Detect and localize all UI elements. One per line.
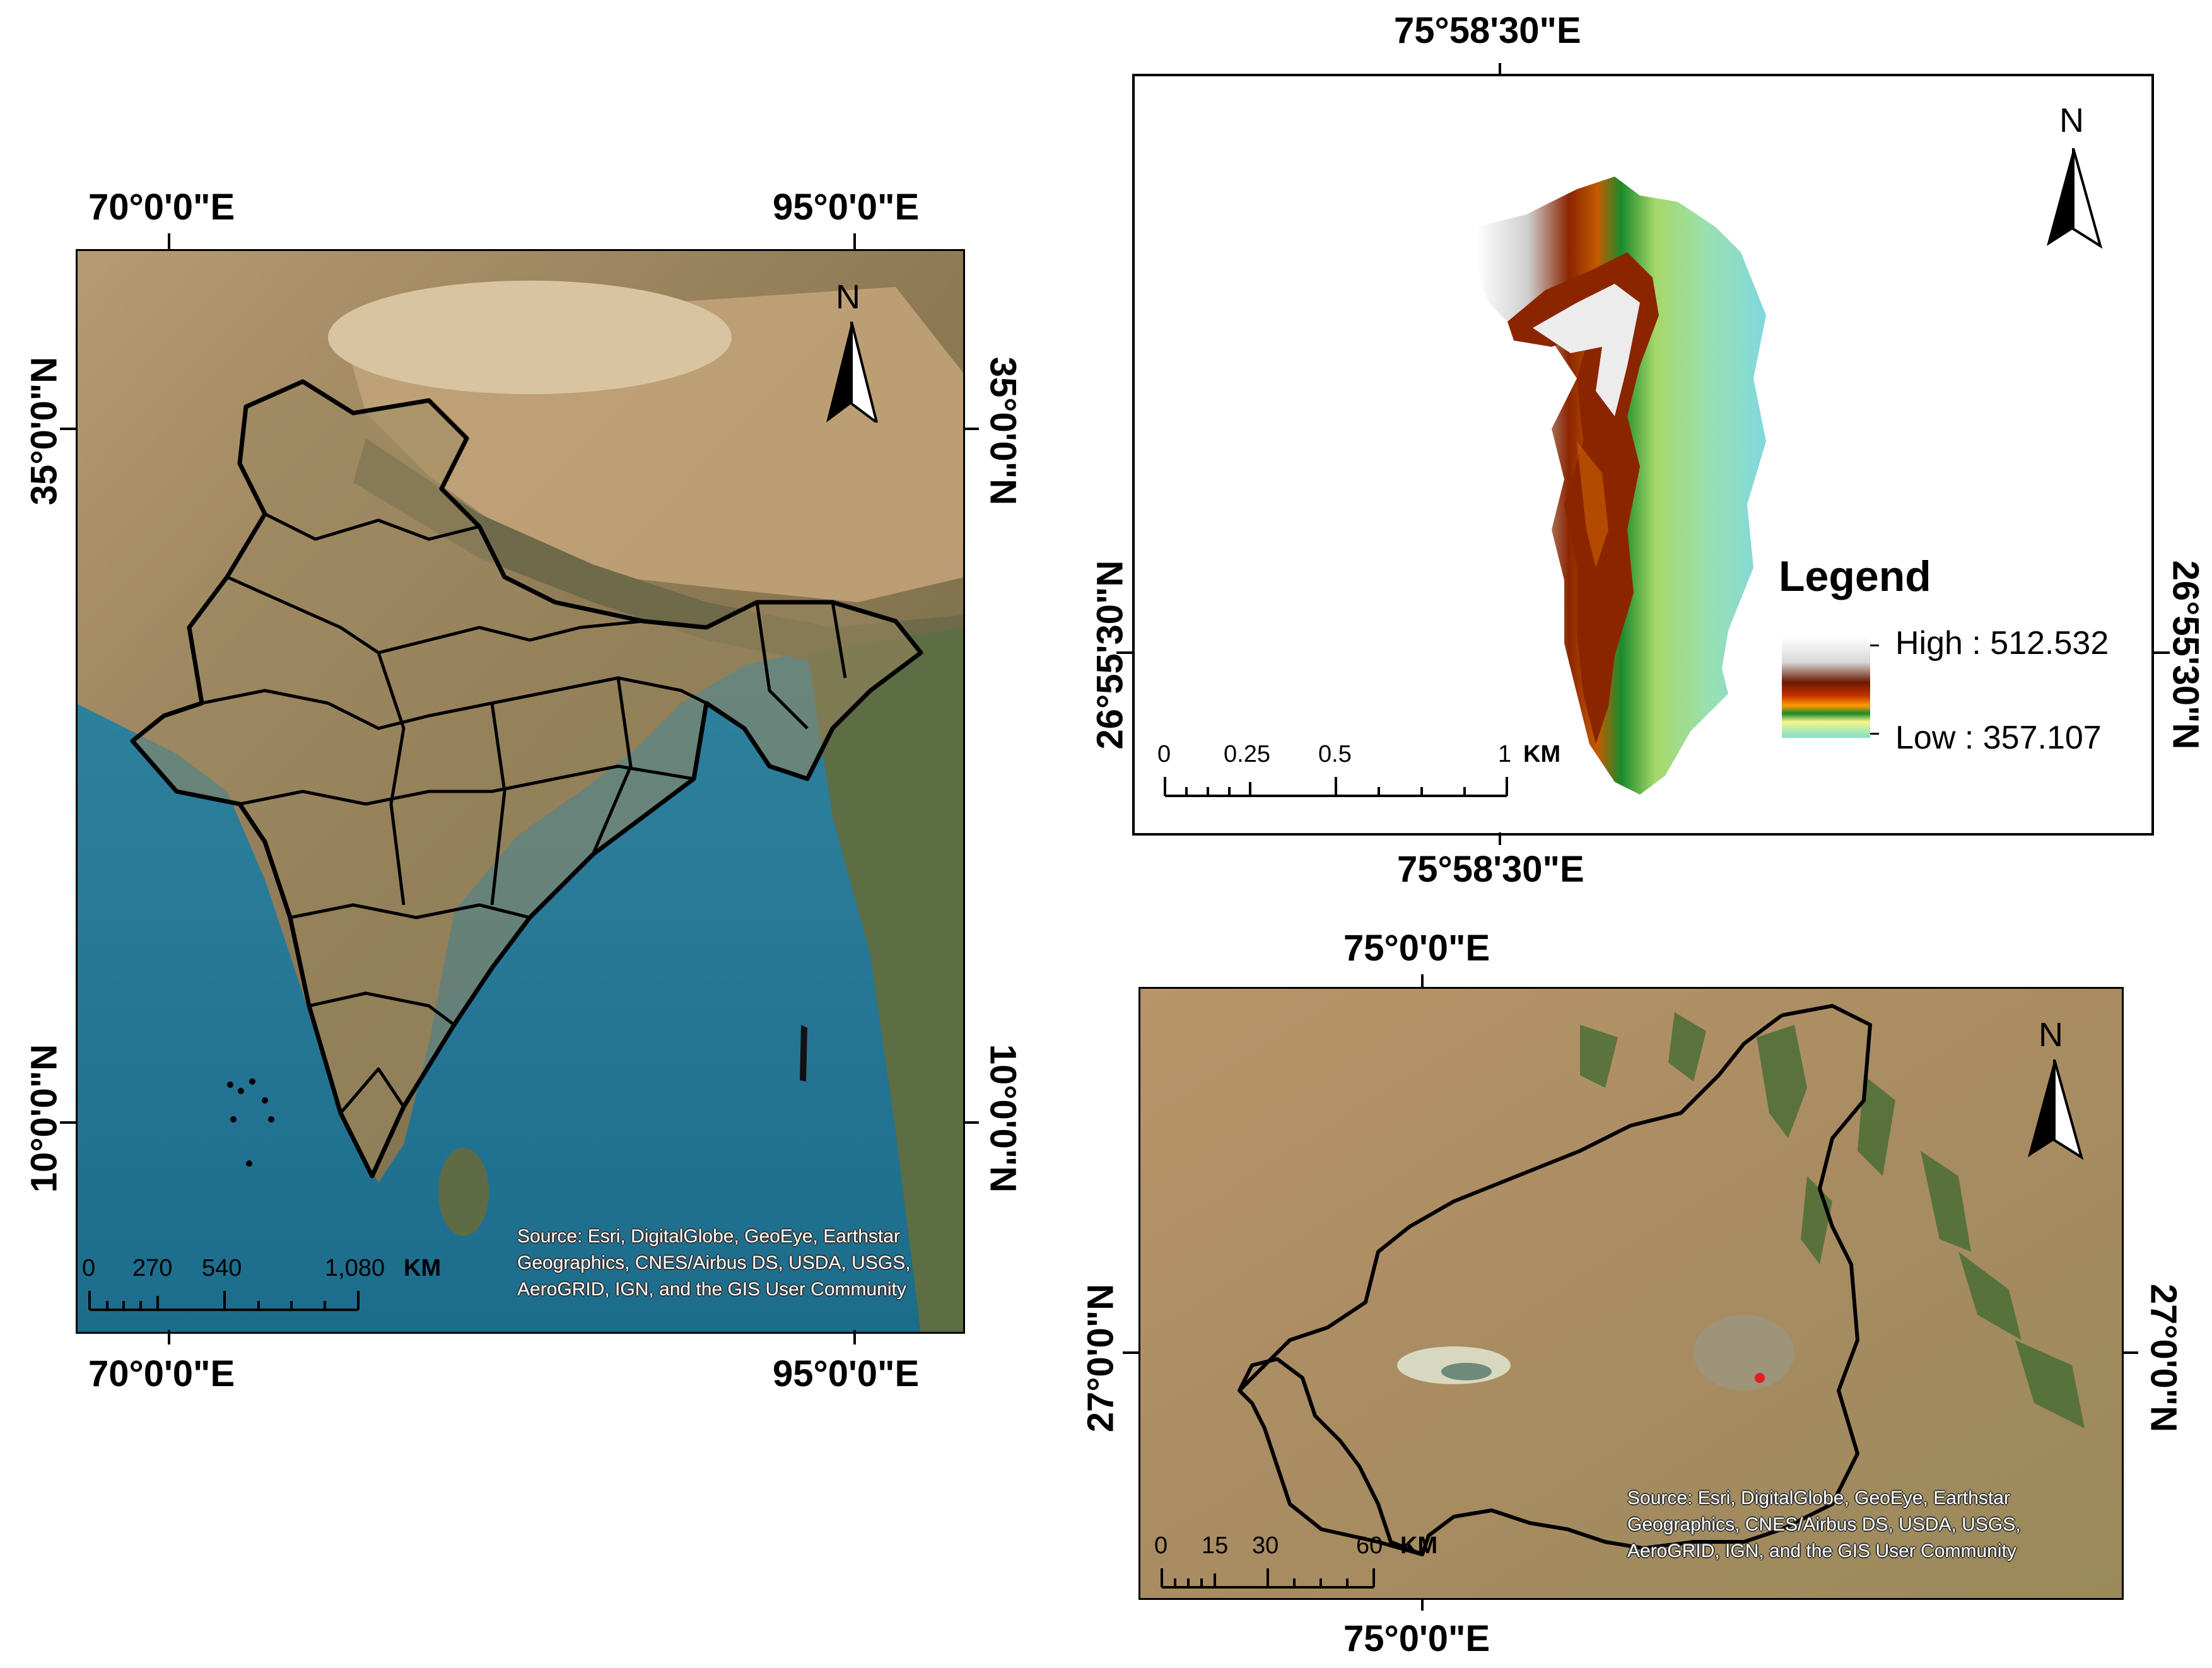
india-top-lon-left: 70°0'0"E bbox=[88, 187, 235, 228]
dem-north-arrow-icon bbox=[2047, 148, 2103, 249]
dem-legend-low: Low : 357.107 bbox=[1895, 720, 2102, 756]
dem-frame-ticks bbox=[1116, 63, 2170, 845]
district-frame-ticks bbox=[1123, 974, 2138, 1611]
district-scale-30: 30 bbox=[1252, 1532, 1279, 1559]
dem-north-letter: N bbox=[2059, 102, 2084, 139]
district-lat-left: 27°0'0"N bbox=[1080, 1283, 1121, 1433]
district-bottom-lon: 75°0'0"E bbox=[1343, 1618, 1490, 1659]
india-map-panel bbox=[76, 249, 965, 1334]
india-scale-270: 270 bbox=[132, 1255, 173, 1281]
india-scale-0: 0 bbox=[82, 1255, 96, 1281]
district-map-image bbox=[1138, 987, 2122, 1599]
district-top-lon: 75°0'0"E bbox=[1343, 928, 1490, 969]
district-scale-0: 0 bbox=[1154, 1532, 1168, 1559]
dem-scale-bar bbox=[1164, 777, 1508, 797]
india-source-credit: Source: Esri, DigitalGlobe, GeoEye, Eart… bbox=[517, 1226, 911, 1300]
dem-raster-image bbox=[1476, 177, 1766, 795]
district-scale-15: 15 bbox=[1202, 1532, 1229, 1559]
india-bottom-lon-left: 70°0'0"E bbox=[88, 1353, 235, 1394]
india-north-letter: N bbox=[836, 278, 860, 316]
district-map-frame bbox=[1138, 987, 2124, 1600]
district-scale-unit: KM bbox=[1400, 1532, 1438, 1559]
district-north-letter: N bbox=[2039, 1016, 2063, 1054]
district-map-panel bbox=[1138, 987, 2122, 1599]
dem-scale-05: 0.5 bbox=[1318, 741, 1352, 767]
india-scale-unit: KM bbox=[404, 1255, 442, 1281]
india-map-image bbox=[76, 249, 965, 1334]
district-north-arrow-icon bbox=[2028, 1059, 2084, 1160]
dem-top-lon: 75°58'30"E bbox=[1394, 10, 1581, 51]
dem-legend-tick-low bbox=[1870, 733, 1879, 735]
dem-legend-tick-high bbox=[1870, 644, 1879, 646]
dem-scale-0: 0 bbox=[1157, 741, 1171, 767]
india-map-frame bbox=[76, 249, 965, 1334]
dem-scale-1: 1 bbox=[1498, 741, 1512, 767]
india-scale-bar bbox=[88, 1291, 360, 1311]
district-source-credit: Source: Esri, DigitalGlobe, GeoEye, Eart… bbox=[1627, 1488, 2021, 1561]
india-frame-ticks bbox=[60, 233, 979, 1344]
india-scale-540: 540 bbox=[202, 1255, 242, 1281]
district-scale-bar bbox=[1161, 1568, 1375, 1589]
district-scale-60: 60 bbox=[1356, 1532, 1383, 1559]
india-top-lon-right: 95°0'0"E bbox=[773, 187, 920, 228]
india-bottom-lon-right: 95°0'0"E bbox=[773, 1353, 920, 1394]
dem-scale-unit: KM bbox=[1523, 741, 1561, 767]
dem-legend-ramp bbox=[1782, 637, 1870, 738]
dem-legend-title: Legend bbox=[1779, 552, 1931, 600]
india-scale-1080: 1,080 bbox=[325, 1255, 385, 1281]
dem-scale-025: 0.25 bbox=[1224, 741, 1270, 767]
dem-bottom-lon: 75°58'30"E bbox=[1397, 849, 1584, 890]
india-north-arrow-icon bbox=[826, 322, 879, 423]
dem-legend-high: High : 512.532 bbox=[1895, 625, 2109, 662]
